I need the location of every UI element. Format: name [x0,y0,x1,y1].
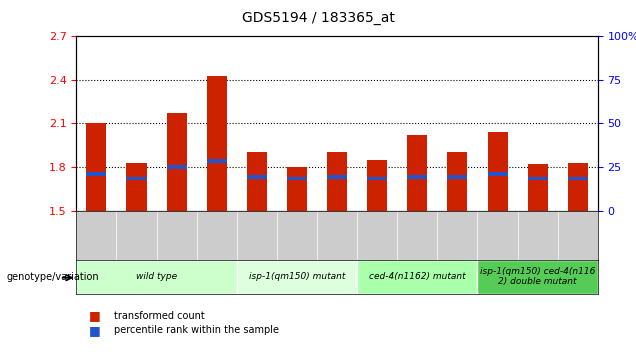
Bar [407,175,427,179]
FancyBboxPatch shape [357,260,478,294]
Bar [287,177,307,180]
Bar [127,163,146,211]
Text: ■: ■ [89,324,100,337]
Text: GDS5194 / 183365_at: GDS5194 / 183365_at [242,11,394,25]
FancyBboxPatch shape [237,260,357,294]
Bar [568,177,588,180]
Bar [207,159,227,163]
Text: transformed count: transformed count [114,311,205,321]
Bar [488,172,508,176]
Bar [287,167,307,211]
Bar [167,113,186,211]
Text: isp-1(qm150) ced-4(n116
2) double mutant: isp-1(qm150) ced-4(n116 2) double mutant [480,267,595,286]
Bar [207,76,227,211]
Bar [127,177,146,180]
Bar [528,177,548,180]
Text: ced-4(n1162) mutant: ced-4(n1162) mutant [369,272,466,281]
Bar [447,175,467,179]
Text: ■: ■ [89,309,100,322]
FancyBboxPatch shape [478,260,598,294]
Bar [407,135,427,211]
Bar [488,132,508,211]
FancyBboxPatch shape [76,260,237,294]
Bar [367,160,387,211]
Bar [86,172,106,176]
Bar [327,152,347,211]
Bar [167,165,186,169]
Bar [327,175,347,179]
Bar [528,164,548,211]
Bar [367,177,387,180]
Bar [86,123,106,211]
Text: percentile rank within the sample: percentile rank within the sample [114,325,279,335]
Text: wild type: wild type [136,272,177,281]
Text: genotype/variation: genotype/variation [6,272,99,282]
Text: isp-1(qm150) mutant: isp-1(qm150) mutant [249,272,345,281]
Bar [247,175,267,179]
Bar [447,152,467,211]
Bar [568,163,588,211]
Bar [247,152,267,211]
